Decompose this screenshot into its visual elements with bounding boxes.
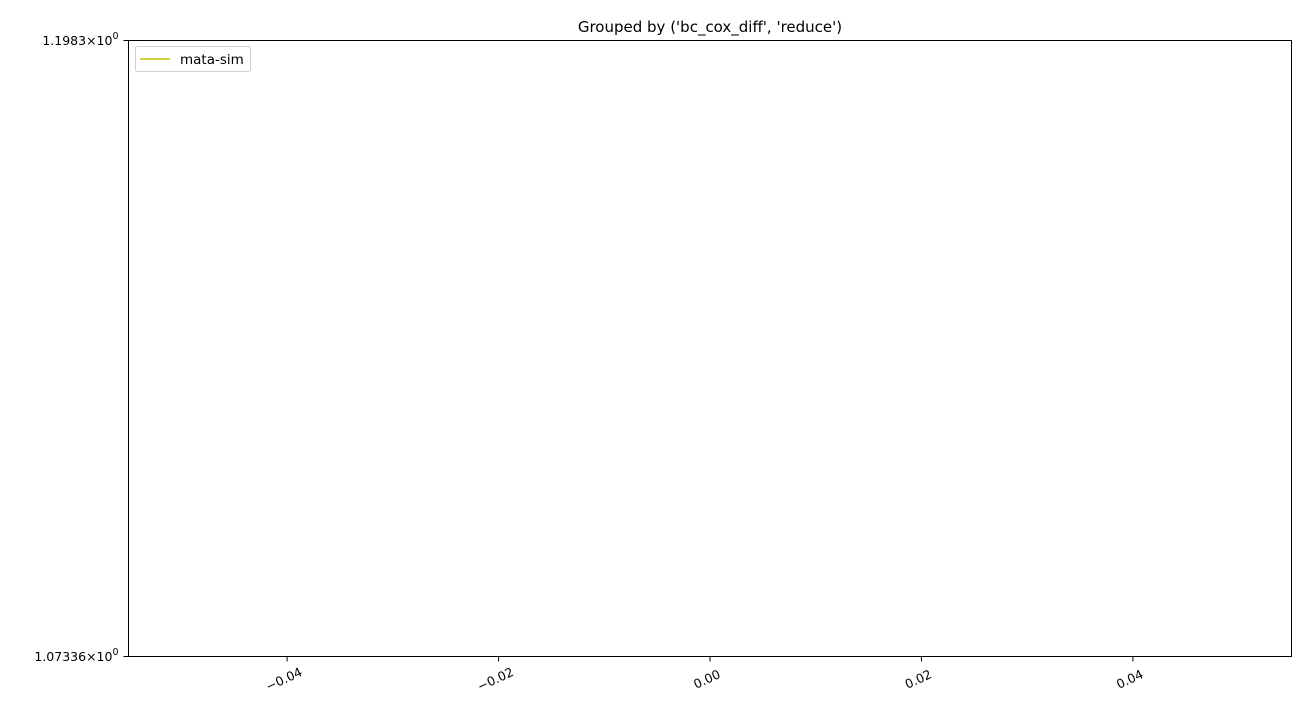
legend-label-mata-sim: mata-sim: [180, 52, 244, 68]
y-tick-label: 1.07336×100: [34, 647, 118, 664]
legend: mata-sim: [135, 46, 251, 72]
y-tick-mantissa: 1.07336: [34, 649, 86, 664]
y-tick-mantissa: 1.1983: [42, 33, 86, 48]
chart-title: Grouped by ('bc_cox_diff', 'reduce'): [578, 18, 842, 37]
plot-area: [128, 40, 1292, 657]
y-axis: 1.1983×100 1.07336×100: [34, 31, 129, 664]
y-tick-label: 1.1983×100: [42, 31, 118, 48]
y-tick-exponent: 0: [112, 31, 118, 42]
legend-frame: [135, 46, 251, 72]
y-tick-base: 10: [97, 33, 113, 48]
y-tick-base: 10: [97, 649, 113, 664]
y-tick-exponent: 0: [112, 647, 118, 658]
